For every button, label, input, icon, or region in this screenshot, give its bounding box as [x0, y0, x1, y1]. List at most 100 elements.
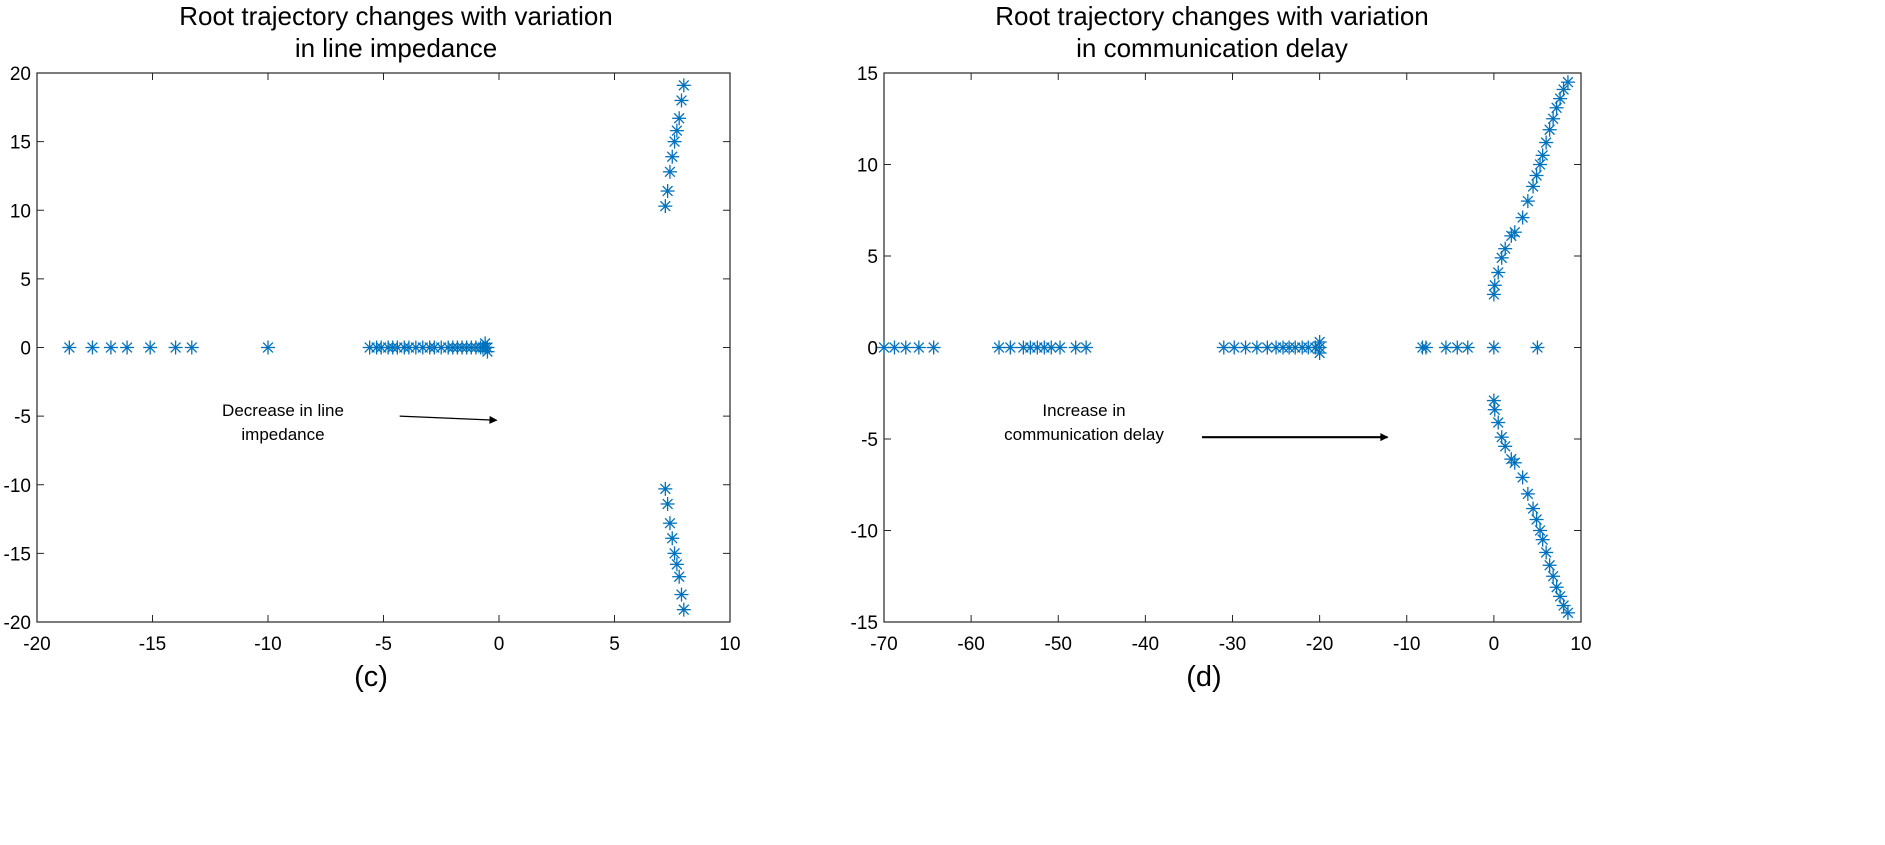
data-point [662, 516, 677, 531]
data-point [1533, 523, 1548, 538]
y-tick-label: 5 [867, 247, 878, 268]
chart-d-annotation: Increase in communication delay [1004, 401, 1389, 444]
data-point [261, 340, 275, 355]
data-point [1533, 157, 1548, 172]
x-tick-label: 10 [1570, 634, 1591, 655]
y-tick-label: -5 [861, 430, 878, 451]
y-tick-label: 10 [10, 201, 31, 222]
data-point [1529, 512, 1544, 527]
data-point [926, 340, 941, 355]
data-point [143, 340, 158, 355]
data-point [1507, 225, 1522, 240]
data-point [1546, 569, 1561, 584]
data-point [665, 149, 680, 164]
y-tick-label: -15 [4, 544, 31, 565]
data-point [660, 184, 675, 199]
data-point [1491, 265, 1506, 280]
data-point [667, 546, 682, 561]
y-tick-label: -20 [4, 613, 31, 634]
x-tick-label: -20 [23, 634, 50, 655]
data-point [1052, 340, 1067, 355]
x-tick-label: -40 [1132, 634, 1159, 655]
data-point [672, 111, 687, 126]
data-point [1549, 580, 1564, 595]
chart-d-annotation-line-1: Increase in [1042, 401, 1125, 420]
data-point [658, 481, 673, 496]
chart-d-panel-label: (d) [1186, 661, 1221, 693]
data-point [120, 340, 135, 355]
data-point [1526, 501, 1541, 516]
data-point [1539, 135, 1554, 150]
data-point [1515, 210, 1530, 225]
annotation-arrow [399, 415, 498, 424]
data-point [1312, 345, 1327, 360]
data-point [1542, 558, 1557, 573]
x-tick-label: -5 [375, 634, 392, 655]
data-point [168, 340, 183, 355]
data-point [1498, 439, 1513, 454]
data-point [898, 340, 913, 355]
data-point [1535, 148, 1550, 163]
y-tick-label: 15 [857, 64, 878, 85]
chart-panel-c: Root trajectory changes with variation i… [4, 1, 741, 693]
x-tick-label: -10 [254, 634, 281, 655]
chart-c-panel-label: (c) [354, 661, 388, 693]
y-tick-label: -10 [4, 476, 31, 497]
data-point [1520, 486, 1535, 501]
data-point [676, 602, 691, 617]
data-point [1079, 340, 1094, 355]
data-point [1044, 340, 1059, 355]
data-point [1556, 82, 1571, 97]
data-point [480, 344, 495, 359]
data-point [478, 336, 493, 351]
data-point [1249, 340, 1264, 355]
data-point [658, 199, 673, 214]
data-point [1260, 340, 1275, 355]
data-point [1498, 241, 1513, 256]
data-point [1535, 532, 1550, 547]
data-point [1418, 340, 1433, 355]
data-point [103, 340, 118, 355]
data-point [1546, 111, 1561, 126]
chart-d-title-line-2: in communication delay [1076, 33, 1348, 63]
chart-d-markers [877, 75, 1575, 620]
data-point [911, 340, 926, 355]
y-tick-label: 5 [20, 270, 31, 291]
data-point [1507, 455, 1522, 470]
data-point [1539, 545, 1554, 560]
data-point [669, 557, 684, 572]
y-tick-label: -15 [851, 613, 878, 634]
data-point [1556, 598, 1571, 613]
x-tick-label: -60 [957, 634, 984, 655]
y-tick-label: 15 [10, 133, 31, 154]
data-point [1542, 122, 1557, 137]
data-point [85, 340, 100, 355]
chart-d-title-line-1: Root trajectory changes with variation [995, 1, 1429, 31]
data-point [1553, 589, 1568, 604]
chart-c-annotation-line-1: Decrease in line [222, 401, 344, 420]
data-point [662, 164, 677, 179]
x-tick-label: -70 [870, 634, 897, 655]
chart-c-title-line-1: Root trajectory changes with variation [179, 1, 613, 31]
x-tick-label: 0 [494, 634, 505, 655]
x-tick-label: -10 [1393, 634, 1420, 655]
x-tick-label: -15 [139, 634, 166, 655]
data-point [1560, 605, 1575, 620]
data-point [1553, 91, 1568, 106]
data-point [674, 587, 689, 602]
y-tick-label: -10 [851, 522, 878, 543]
data-point [660, 496, 675, 511]
chart-c-annotation: Decrease in line impedance [222, 401, 498, 444]
data-point [667, 134, 682, 149]
x-tick-label: 5 [609, 634, 620, 655]
chart-panel-d: Root trajectory changes with variation i… [851, 1, 1592, 693]
data-point [1529, 168, 1544, 183]
data-point [672, 569, 687, 584]
data-point [1530, 340, 1545, 355]
chart-c-markers [62, 78, 691, 617]
data-point [1515, 470, 1530, 485]
data-point [676, 78, 691, 93]
y-tick-label: 0 [20, 339, 31, 360]
